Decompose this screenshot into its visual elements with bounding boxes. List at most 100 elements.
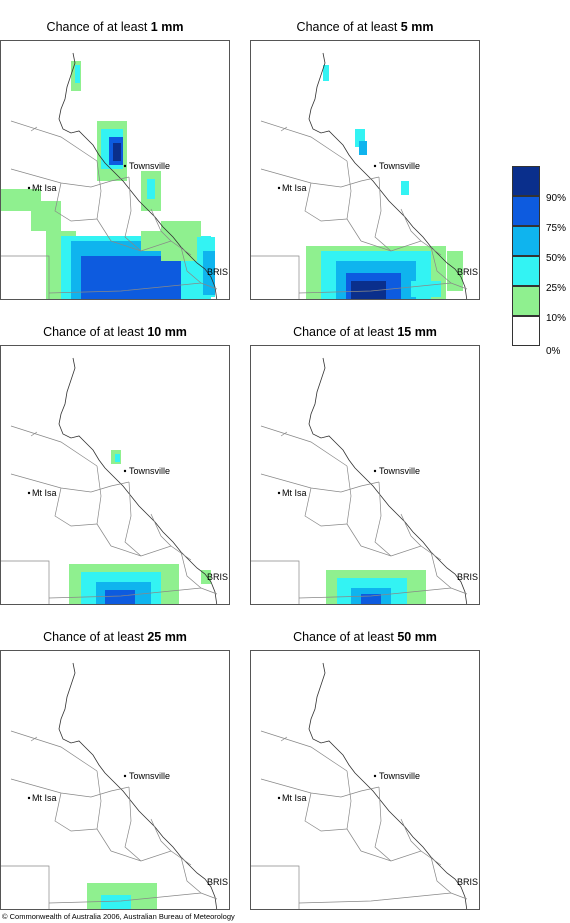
district-border (180, 856, 202, 894)
townsville-marker (373, 469, 377, 473)
mt-isa-marker (27, 491, 31, 495)
legend-label-50: 50% (546, 253, 567, 264)
mt-isa-label: Mt Isa (282, 488, 307, 498)
queensland-map: Townsville Mt Isa BRIS (1, 52, 228, 299)
district-border (96, 465, 112, 547)
legend-swatch-50 (512, 226, 540, 256)
legend-swatch-25 (512, 256, 540, 286)
district-border (124, 786, 142, 862)
queensland-map: Townsville Mt Isa BRIS (1, 662, 228, 909)
district-border (298, 282, 468, 294)
district-border (54, 182, 98, 222)
district-border (180, 246, 202, 284)
district-border (1, 560, 50, 604)
district-border (10, 120, 98, 162)
legend-label-0: 0% (546, 346, 561, 357)
district-border (30, 126, 38, 132)
district-border (1, 865, 50, 909)
district-border (374, 481, 392, 557)
district-border (360, 545, 442, 561)
map-panel-10mm: Townsville Mt Isa BRIS (0, 345, 230, 605)
district-border (251, 255, 300, 299)
district-border (400, 513, 422, 547)
district-border (10, 473, 130, 493)
townsville-label: Townsville (129, 771, 170, 781)
district-border (260, 473, 380, 493)
legend-label-90: 90% (546, 193, 567, 204)
district-border (54, 792, 98, 832)
coastline (308, 357, 468, 604)
panel-title-50mm: Chance of at least 50 mm (293, 630, 437, 644)
district-border (346, 465, 362, 547)
district-border (30, 736, 38, 742)
district-border (10, 425, 98, 467)
map-panel-15mm: Townsville Mt Isa BRIS (250, 345, 480, 605)
mt-isa-marker (27, 186, 31, 190)
district-border (400, 208, 422, 242)
bris-label: BRIS (457, 572, 478, 582)
bris-label: BRIS (457, 877, 478, 887)
district-border (30, 431, 38, 437)
district-border (110, 850, 192, 866)
district-border (10, 730, 98, 772)
mt-isa-label: Mt Isa (32, 793, 57, 803)
district-border (400, 818, 422, 852)
district-border (110, 545, 192, 561)
district-border (48, 282, 218, 294)
bris-label: BRIS (207, 572, 228, 582)
panel-title-15mm: Chance of at least 15 mm (293, 325, 437, 339)
panel-title-25mm: Chance of at least 25 mm (43, 630, 187, 644)
townsville-label: Townsville (129, 466, 170, 476)
district-border (346, 770, 362, 852)
townsville-marker (123, 469, 127, 473)
map-panel-50mm: Townsville Mt Isa BRIS (250, 650, 480, 910)
mt-isa-label: Mt Isa (32, 183, 57, 193)
legend-swatch-90 (512, 166, 540, 196)
district-border (260, 730, 348, 772)
district-border (96, 160, 112, 242)
district-border (346, 160, 362, 242)
bris-label: BRIS (457, 267, 478, 277)
district-border (360, 850, 442, 866)
district-border (298, 892, 468, 904)
district-border (298, 587, 468, 599)
mt-isa-marker (277, 491, 281, 495)
queensland-map: Townsville Mt Isa BRIS (1, 357, 228, 604)
townsville-marker (123, 774, 127, 778)
district-border (150, 818, 172, 852)
district-border (251, 865, 300, 909)
coastline (58, 662, 218, 909)
coastline (58, 52, 218, 299)
district-border (304, 487, 348, 527)
district-border (260, 120, 348, 162)
district-border (251, 560, 300, 604)
district-border (48, 892, 218, 904)
map-panel-1mm: Townsville Mt Isa BRIS (0, 40, 230, 300)
legend-label-25: 25% (546, 283, 567, 294)
probability-legend: 90% 75% 50% 25% 10% 0% (512, 166, 566, 357)
legend-label-75: 75% (546, 223, 567, 234)
legend-swatch-75 (512, 196, 540, 226)
district-border (48, 587, 218, 599)
district-border (374, 786, 392, 862)
panel-title-1mm: Chance of at least 1 mm (46, 20, 184, 34)
district-border (304, 182, 348, 222)
townsville-label: Townsville (379, 161, 420, 171)
legend-swatch-0 (512, 316, 540, 346)
townsville-label: Townsville (129, 161, 170, 171)
district-border (374, 176, 392, 252)
townsville-label: Townsville (379, 771, 420, 781)
copyright-footer: © Commonwealth of Australia 2006, Austra… (2, 912, 235, 921)
mt-isa-marker (277, 796, 281, 800)
district-border (1, 255, 50, 299)
legend-swatch-10 (512, 286, 540, 316)
district-border (124, 176, 142, 252)
queensland-map: Townsville Mt Isa BRIS (251, 52, 478, 299)
coastline (308, 662, 468, 909)
coastline (58, 357, 218, 604)
district-border (280, 736, 288, 742)
district-border (10, 168, 130, 188)
district-border (430, 856, 452, 894)
townsville-marker (123, 164, 127, 168)
panel-title-10mm: Chance of at least 10 mm (43, 325, 187, 339)
